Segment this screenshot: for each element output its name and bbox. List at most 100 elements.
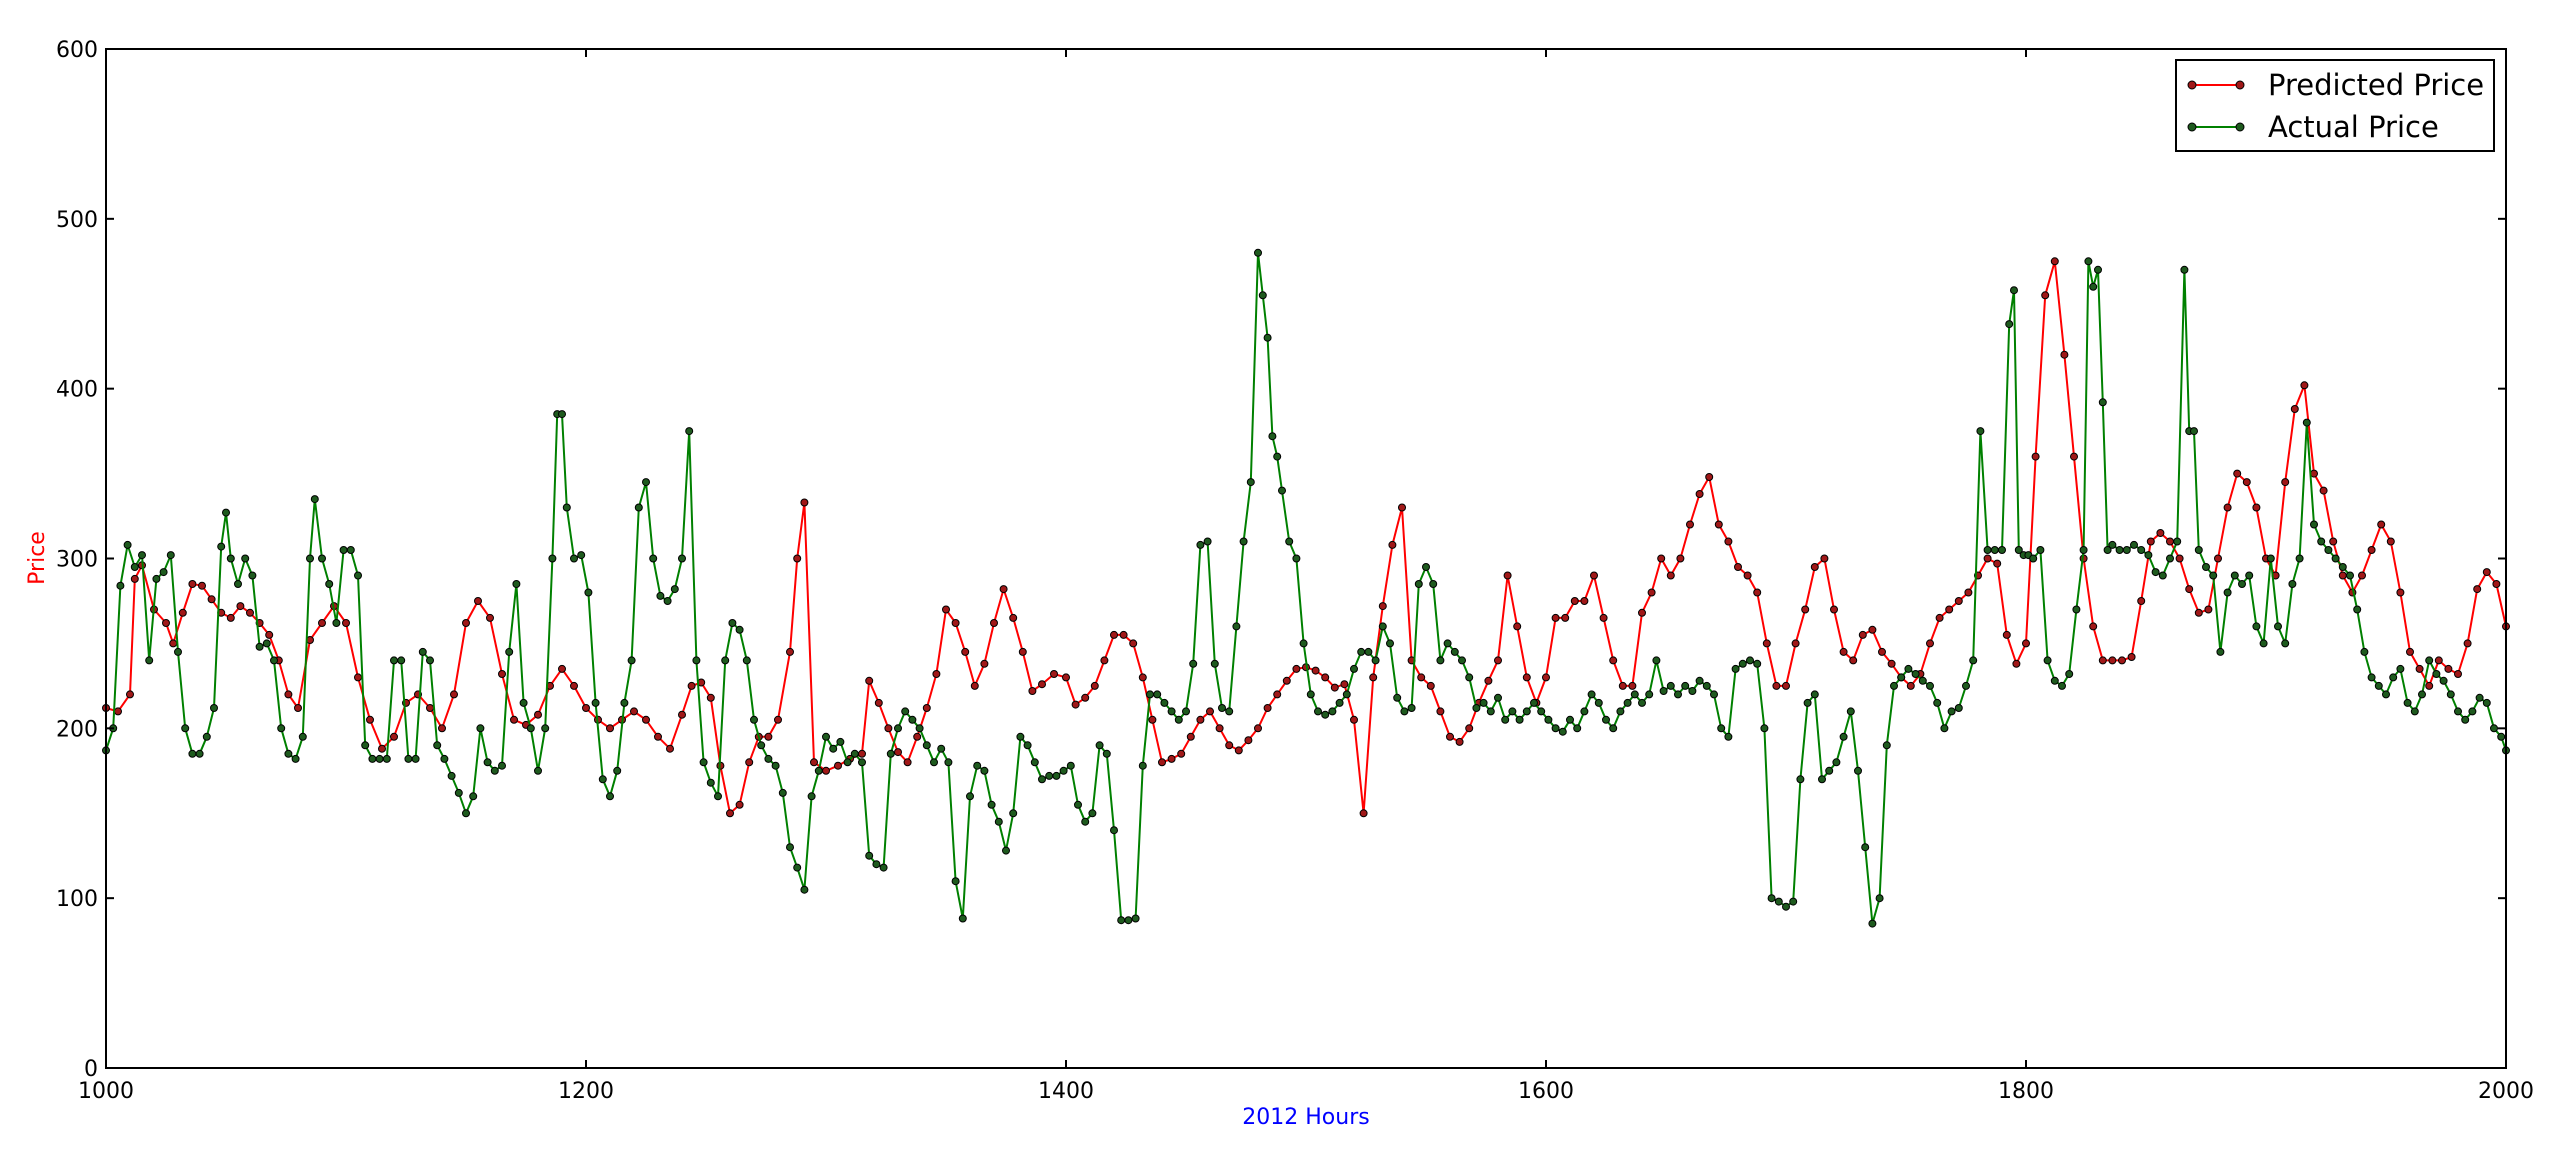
data-point <box>1530 698 1538 707</box>
data-point <box>1138 673 1147 682</box>
data-point <box>1443 639 1452 648</box>
data-point <box>570 681 578 690</box>
data-point <box>1350 664 1358 673</box>
data-point <box>1071 700 1080 709</box>
ticks-layer: 1000 1200 1400 1600 1800 2000 0 100 200 300 400 500… <box>56 38 2534 1104</box>
data-point <box>1839 647 1848 656</box>
data-point <box>411 754 420 763</box>
data-point <box>884 724 893 733</box>
data-point <box>1314 707 1322 716</box>
data-point <box>2084 257 2093 266</box>
data-point <box>2175 554 2184 563</box>
data-point <box>1074 800 1082 809</box>
data-point <box>872 860 881 869</box>
data-point <box>649 554 658 563</box>
data-point <box>656 591 665 600</box>
data-point <box>2403 698 2412 707</box>
data-point <box>1081 693 1090 702</box>
data-point <box>1645 690 1654 699</box>
data-point <box>1186 732 1195 741</box>
data-point <box>793 554 802 563</box>
data-point <box>958 914 967 923</box>
data-point <box>2115 546 2124 554</box>
data-point <box>152 574 161 583</box>
data-point <box>2223 588 2232 597</box>
x-tick-label: 1800 <box>1998 1079 2054 1104</box>
data-point <box>1791 639 1800 648</box>
data-point <box>1174 715 1183 724</box>
data-point <box>2238 580 2246 588</box>
data-point <box>1484 676 1493 685</box>
data-point <box>2185 585 2194 594</box>
data-point <box>2070 452 2078 461</box>
data-point <box>1918 676 1927 685</box>
data-point <box>1299 639 1308 648</box>
data-point <box>901 707 910 716</box>
data-point <box>1542 673 1550 682</box>
data-point <box>1580 707 1589 716</box>
data-point <box>558 410 566 419</box>
data-point <box>418 647 427 656</box>
data-point <box>750 715 758 724</box>
data-point <box>735 800 744 809</box>
data-point <box>1954 597 1963 605</box>
data-point <box>2202 563 2210 571</box>
data-point <box>642 715 650 724</box>
data-point <box>1436 656 1445 665</box>
data-point <box>786 843 794 852</box>
data-point <box>1455 737 1464 746</box>
data-point <box>1388 540 1397 549</box>
data-point <box>627 656 636 665</box>
y-tick-label: 300 <box>56 548 98 573</box>
data-point <box>1734 563 1742 571</box>
data-point <box>670 585 679 594</box>
data-point <box>1292 554 1301 563</box>
data-point <box>2367 546 2376 554</box>
y-tick-label: 500 <box>56 208 98 233</box>
data-point <box>1846 707 1855 716</box>
data-point <box>1254 248 1262 257</box>
data-point <box>932 670 941 678</box>
legend: Predicted Price Actual Price <box>2175 59 2495 152</box>
data-point <box>1429 580 1438 588</box>
data-point <box>1225 741 1234 750</box>
data-point <box>1753 659 1762 668</box>
data-point <box>1234 746 1243 755</box>
data-point <box>829 744 838 753</box>
data-point <box>2058 681 2066 690</box>
data-point <box>1753 588 1762 597</box>
data-point <box>1371 656 1380 665</box>
data-point <box>1232 622 1241 631</box>
data-point <box>474 597 482 605</box>
data-point <box>1501 715 1510 724</box>
data-point <box>534 710 542 719</box>
data-point <box>291 754 300 763</box>
data-point <box>236 602 245 611</box>
data-point <box>1969 656 1978 665</box>
data-point <box>1832 758 1841 767</box>
data-point <box>2382 690 2390 699</box>
data-point <box>1618 681 1627 690</box>
data-point <box>1254 724 1262 733</box>
data-point <box>836 737 845 746</box>
data-point <box>1911 670 1920 678</box>
data-point <box>577 551 586 560</box>
data-point <box>1081 817 1090 826</box>
data-point <box>1789 897 1798 906</box>
data-point <box>202 732 211 741</box>
data-point <box>973 761 982 770</box>
data-point <box>1714 520 1723 529</box>
data-point <box>325 580 334 588</box>
data-point <box>1551 613 1560 622</box>
data-point <box>858 749 866 758</box>
data-point <box>1153 690 1162 699</box>
data-point <box>1623 698 1632 707</box>
data-point <box>2130 540 2138 549</box>
data-point <box>1119 630 1128 639</box>
data-point <box>1417 673 1426 682</box>
data-point <box>433 741 442 750</box>
data-point <box>2396 588 2405 597</box>
data-point <box>174 647 182 656</box>
data-point <box>1009 613 1018 622</box>
data-point <box>462 619 470 627</box>
